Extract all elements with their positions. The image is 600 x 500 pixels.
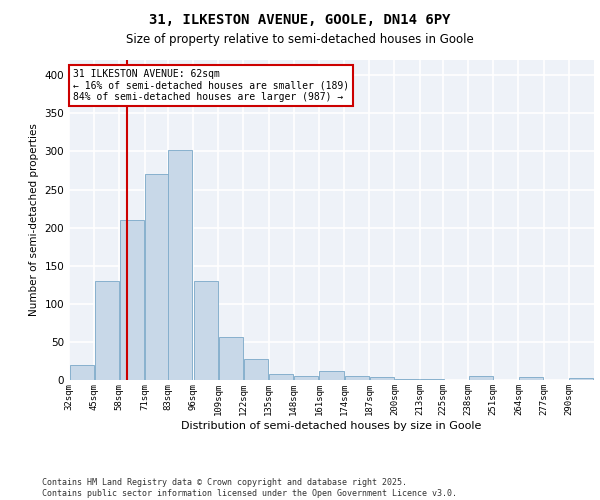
Bar [120,220,144,380]
Bar [244,358,268,380]
Text: 31, ILKESTON AVENUE, GOOLE, DN14 6PY: 31, ILKESTON AVENUE, GOOLE, DN14 6PY [149,12,451,26]
Text: Size of property relative to semi-detached houses in Goole: Size of property relative to semi-detach… [126,32,474,46]
Bar [169,150,193,380]
X-axis label: Distribution of semi-detached houses by size in Goole: Distribution of semi-detached houses by … [181,420,482,430]
Bar [295,376,319,380]
Text: Contains HM Land Registry data © Crown copyright and database right 2025.
Contai: Contains HM Land Registry data © Crown c… [42,478,457,498]
Bar [519,377,543,380]
Bar [95,281,119,380]
Bar [269,374,293,380]
Bar [219,336,243,380]
Bar [420,379,444,380]
Bar [194,281,218,380]
Bar [469,376,493,380]
Bar [569,378,593,380]
Bar [145,174,169,380]
Text: 31 ILKESTON AVENUE: 62sqm
← 16% of semi-detached houses are smaller (189)
84% of: 31 ILKESTON AVENUE: 62sqm ← 16% of semi-… [73,69,349,102]
Y-axis label: Number of semi-detached properties: Number of semi-detached properties [29,124,39,316]
Bar [370,377,394,380]
Bar [395,379,419,380]
Bar [319,371,344,380]
Bar [344,376,368,380]
Bar [70,365,94,380]
